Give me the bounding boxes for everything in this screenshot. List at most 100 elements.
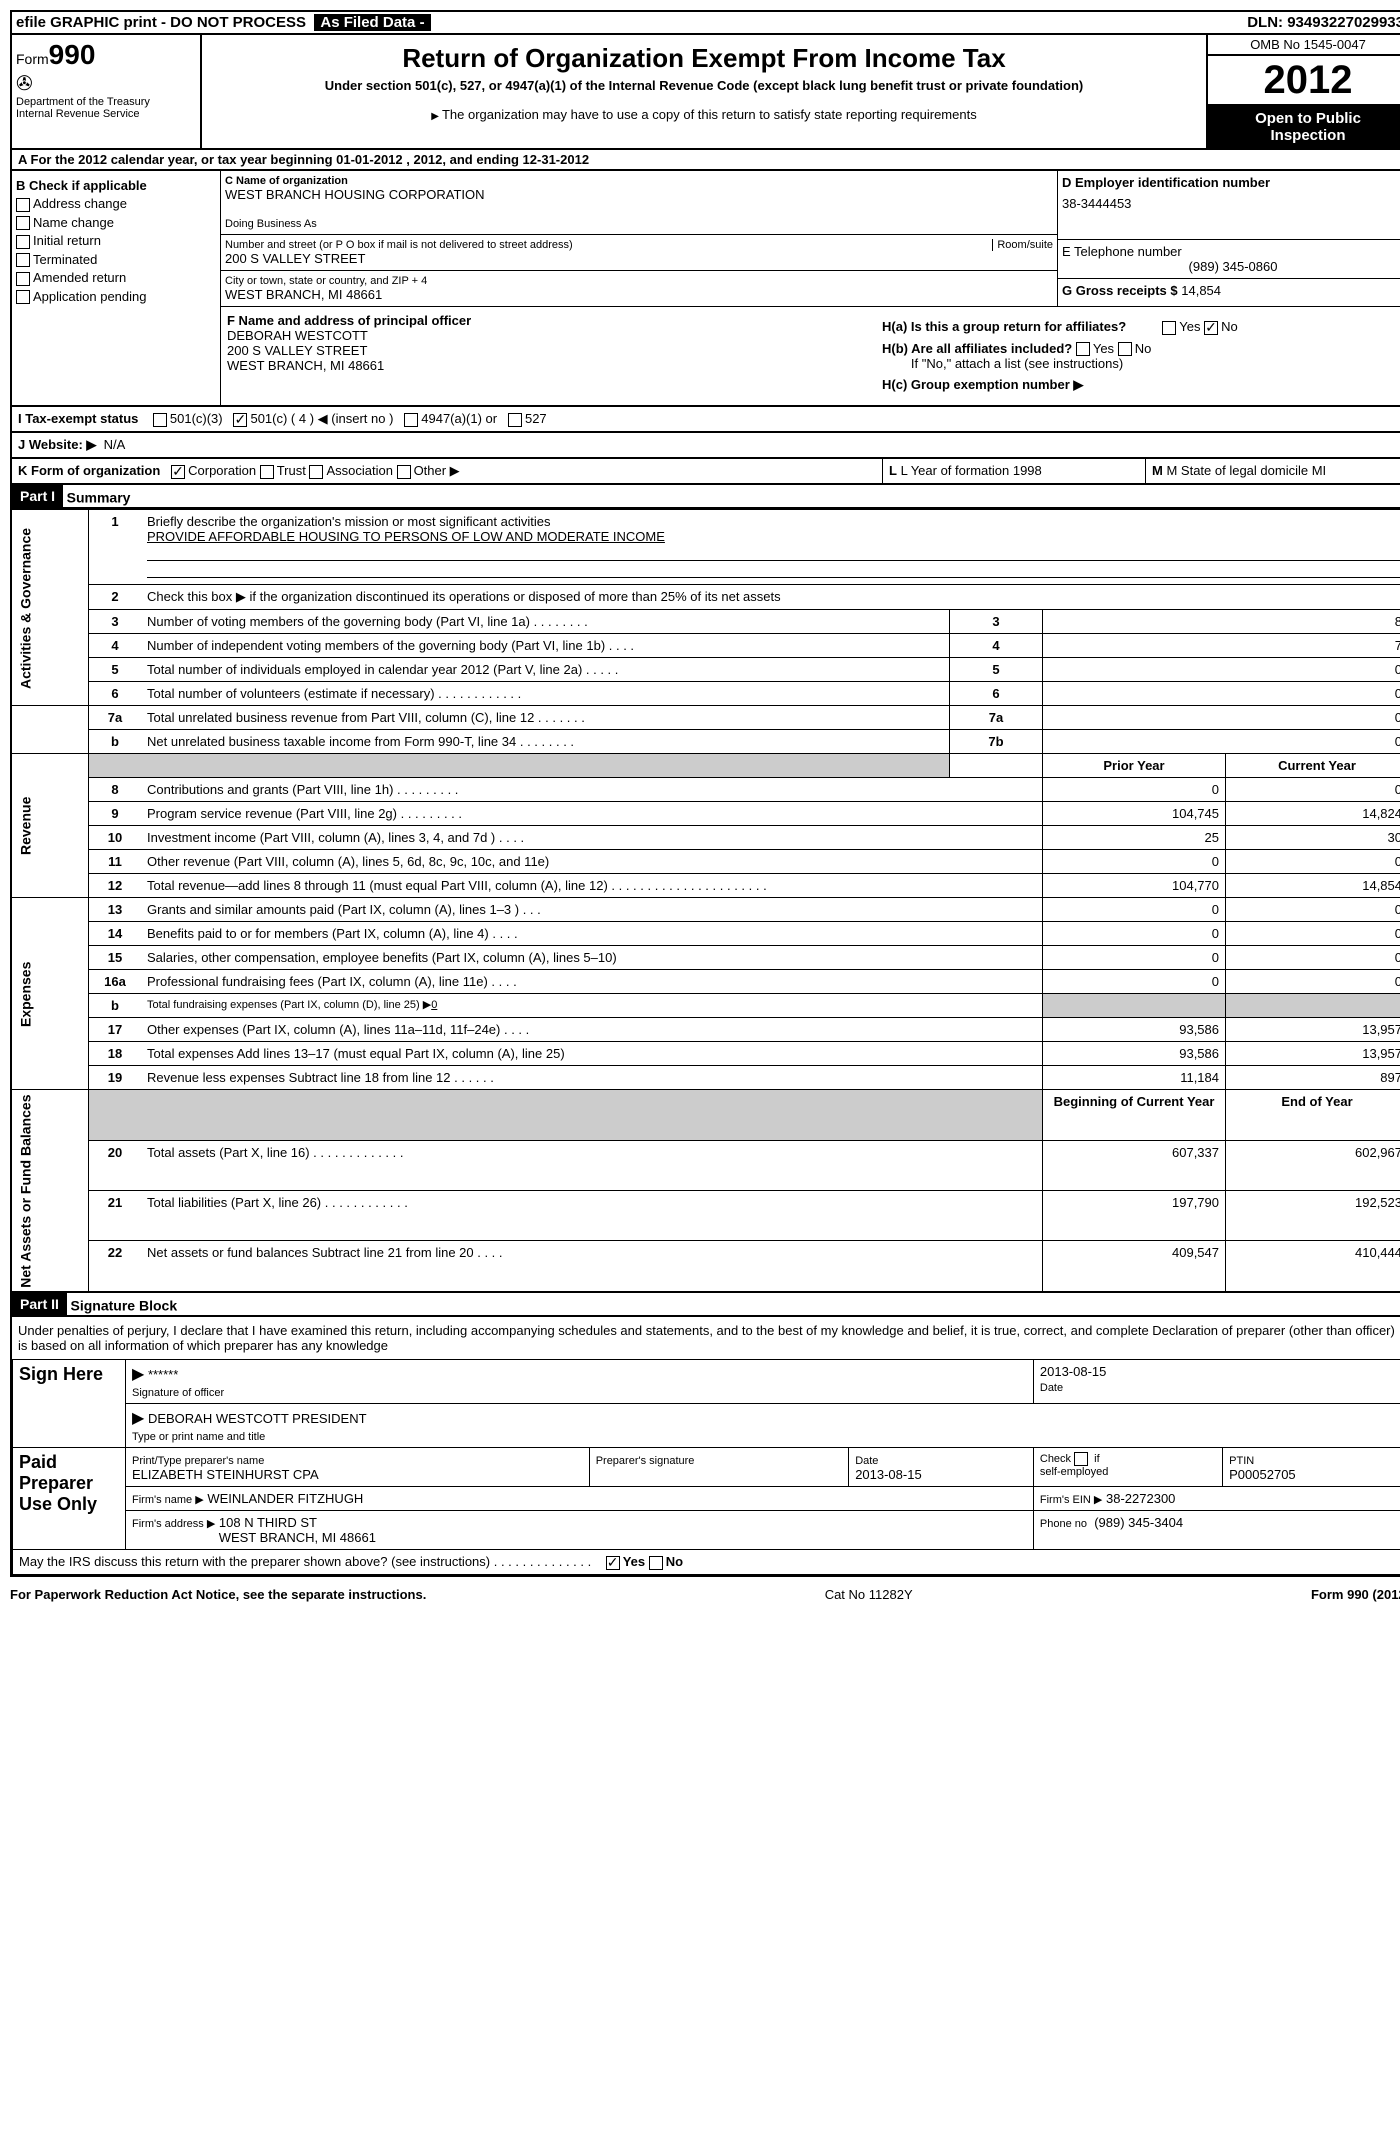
- line14-prior: 0: [1043, 922, 1226, 946]
- line9-cur: 14,824: [1226, 802, 1400, 826]
- mission-text: PROVIDE AFFORDABLE HOUSING TO PERSONS OF…: [147, 529, 665, 544]
- dln-value: 93493227029933: [1287, 14, 1400, 31]
- line9-prior: 104,745: [1043, 802, 1226, 826]
- amend-checkbox[interactable]: [16, 272, 30, 286]
- signature-block: Under penalties of perjury, I declare th…: [10, 1317, 1400, 1577]
- row-a: A For the 2012 calendar year, or tax yea…: [10, 150, 1400, 171]
- line22-cur: 410,444: [1226, 1241, 1400, 1293]
- return-title: Return of Organization Exempt From Incom…: [206, 43, 1202, 74]
- prep-date: 2013-08-15: [855, 1467, 922, 1482]
- line21-prior: 197,790: [1043, 1190, 1226, 1240]
- discuss-no[interactable]: [649, 1556, 663, 1570]
- dept-2: Internal Revenue Service: [16, 108, 196, 120]
- line17-prior: 93,586: [1043, 1018, 1226, 1042]
- line18-prior: 93,586: [1043, 1042, 1226, 1066]
- perjury-text: Under penalties of perjury, I declare th…: [12, 1317, 1400, 1359]
- section-bcd: B Check if applicable Address change Nam…: [10, 171, 1400, 407]
- line10-cur: 30: [1226, 826, 1400, 850]
- line12-prior: 104,770: [1043, 874, 1226, 898]
- top-bar: efile GRAPHIC print - DO NOT PROCESS As …: [10, 10, 1400, 35]
- side-netassets: Net Assets or Fund Balances: [11, 1090, 89, 1293]
- tax-year: 2012: [1208, 56, 1400, 106]
- open-1: Open to Public: [1255, 110, 1361, 127]
- firm-name: WEINLANDER FITZHUGH: [207, 1491, 363, 1506]
- side-expenses: Expenses: [11, 898, 89, 1090]
- line18-cur: 13,957: [1226, 1042, 1400, 1066]
- b-label: B Check if applicable: [16, 178, 147, 193]
- term-checkbox[interactable]: [16, 253, 30, 267]
- line20-prior: 607,337: [1043, 1140, 1226, 1190]
- officer-city: WEST BRANCH, MI 48661: [227, 358, 870, 373]
- 527-checkbox[interactable]: [508, 413, 522, 427]
- line14-cur: 0: [1226, 922, 1400, 946]
- summary-table: Activities & Governance 1 Briefly descri…: [10, 509, 1400, 1293]
- side-governance: Activities & Governance: [11, 510, 89, 706]
- line5-val: 0: [1043, 658, 1400, 682]
- app-checkbox[interactable]: [16, 290, 30, 304]
- officer-typed: DEBORAH WESTCOTT PRESIDENT: [148, 1411, 367, 1426]
- line11-prior: 0: [1043, 850, 1226, 874]
- part2-title: Signature Block: [71, 1298, 178, 1314]
- ein-value: 38-3444453: [1062, 196, 1400, 211]
- corp-checkbox[interactable]: [171, 465, 185, 479]
- line12-cur: 14,854: [1226, 874, 1400, 898]
- website-value: N/A: [104, 437, 126, 452]
- discuss-yes[interactable]: [606, 1556, 620, 1570]
- other-checkbox[interactable]: [397, 465, 411, 479]
- dln-label: DLN:: [1247, 14, 1283, 31]
- line8-cur: 0: [1226, 778, 1400, 802]
- footer-left: For Paperwork Reduction Act Notice, see …: [10, 1587, 426, 1602]
- line19-cur: 897: [1226, 1066, 1400, 1090]
- ptin-value: P00052705: [1229, 1467, 1296, 1482]
- dept-1: Department of the Treasury: [16, 96, 196, 108]
- hb-yes[interactable]: [1076, 342, 1090, 356]
- org-name: WEST BRANCH HOUSING CORPORATION: [225, 187, 1053, 202]
- return-subtitle: Under section 501(c), 527, or 4947(a)(1)…: [206, 78, 1202, 93]
- form-number: 990: [49, 39, 96, 70]
- header-row: Form990 ✇ Department of the Treasury Int…: [10, 35, 1400, 150]
- return-note: The organization may have to use a copy …: [442, 107, 977, 122]
- officer-street: 200 S VALLEY STREET: [227, 343, 870, 358]
- line15-cur: 0: [1226, 946, 1400, 970]
- line22-prior: 409,547: [1043, 1241, 1226, 1293]
- firm-ein: 38-2272300: [1106, 1491, 1175, 1506]
- 501c-checkbox[interactable]: [233, 413, 247, 427]
- trust-checkbox[interactable]: [260, 465, 274, 479]
- line19-prior: 11,184: [1043, 1066, 1226, 1090]
- part1-title: Summary: [67, 490, 131, 506]
- addr-checkbox[interactable]: [16, 198, 30, 212]
- tax-status-row: I Tax-exempt status 501(c)(3) 501(c) ( 4…: [10, 407, 1400, 433]
- line6-val: 0: [1043, 682, 1400, 706]
- sign-here: Sign Here: [13, 1360, 126, 1448]
- officer-name: DEBORAH WESTCOTT: [227, 328, 870, 343]
- preparer-name: ELIZABETH STEINHURST CPA: [132, 1467, 319, 1482]
- line16a-cur: 0: [1226, 970, 1400, 994]
- line4-val: 7: [1043, 634, 1400, 658]
- firm-phone: (989) 345-3404: [1094, 1515, 1183, 1530]
- 4947-checkbox[interactable]: [404, 413, 418, 427]
- line10-prior: 25: [1043, 826, 1226, 850]
- hb-no[interactable]: [1118, 342, 1132, 356]
- 501c3-checkbox[interactable]: [153, 413, 167, 427]
- footer: For Paperwork Reduction Act Notice, see …: [10, 1587, 1400, 1602]
- line21-cur: 192,523: [1226, 1190, 1400, 1240]
- gross-value: 14,854: [1181, 283, 1221, 298]
- footer-right: Form 990 (2012): [1311, 1587, 1400, 1602]
- omb-number: OMB No 1545-0047: [1208, 35, 1400, 56]
- selfemp-checkbox[interactable]: [1074, 1452, 1088, 1466]
- ha-no[interactable]: [1204, 321, 1218, 335]
- line8-prior: 0: [1043, 778, 1226, 802]
- ha-yes[interactable]: [1162, 321, 1176, 335]
- name-checkbox[interactable]: [16, 216, 30, 230]
- sig-date: 2013-08-15: [1040, 1364, 1107, 1379]
- line20-cur: 602,967: [1226, 1140, 1400, 1190]
- part2-label: Part II: [12, 1293, 67, 1315]
- line17-cur: 13,957: [1226, 1018, 1400, 1042]
- open-2: Inspection: [1270, 127, 1345, 144]
- assoc-checkbox[interactable]: [309, 465, 323, 479]
- initial-checkbox[interactable]: [16, 235, 30, 249]
- paid-preparer: Paid Preparer Use Only: [13, 1448, 126, 1550]
- asfiled-label: As Filed Data -: [314, 14, 430, 31]
- side-revenue: Revenue: [11, 754, 89, 898]
- website-row: J Website: ▶ N/A: [10, 433, 1400, 459]
